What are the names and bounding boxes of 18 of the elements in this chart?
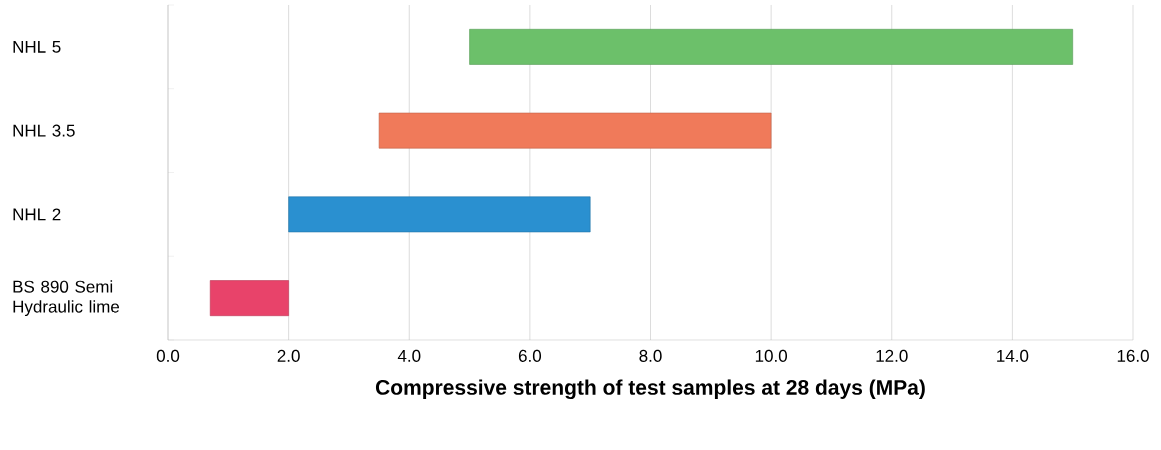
x-tick-label: 8.0: [639, 349, 662, 362]
bar: [209, 280, 289, 317]
x-axis-title: Compressive strength of test samples at 28 days (MPa): [375, 379, 925, 400]
bar: [378, 112, 772, 149]
x-tick-label: 0.0: [156, 349, 180, 362]
x-tick-label: 12.0: [876, 349, 908, 362]
y-tick-label: BS 890 Semi Hydraulic lime: [13, 280, 120, 317]
x-tick-label: 4.0: [397, 349, 421, 362]
x-tick-label: 14.0: [997, 349, 1029, 362]
x-tick-label: 2.0: [277, 349, 300, 362]
x-tick-label: 16.0: [1117, 349, 1149, 362]
y-tick-label: NHL 3.5: [13, 124, 75, 137]
bar: [288, 196, 591, 233]
y-tick-label: NHL 2: [13, 208, 61, 221]
x-tick-label: 10.0: [755, 349, 788, 362]
bar: [469, 28, 1073, 65]
x-tick-label: 6.0: [518, 349, 542, 362]
y-tick-label: NHL 5: [13, 40, 61, 53]
